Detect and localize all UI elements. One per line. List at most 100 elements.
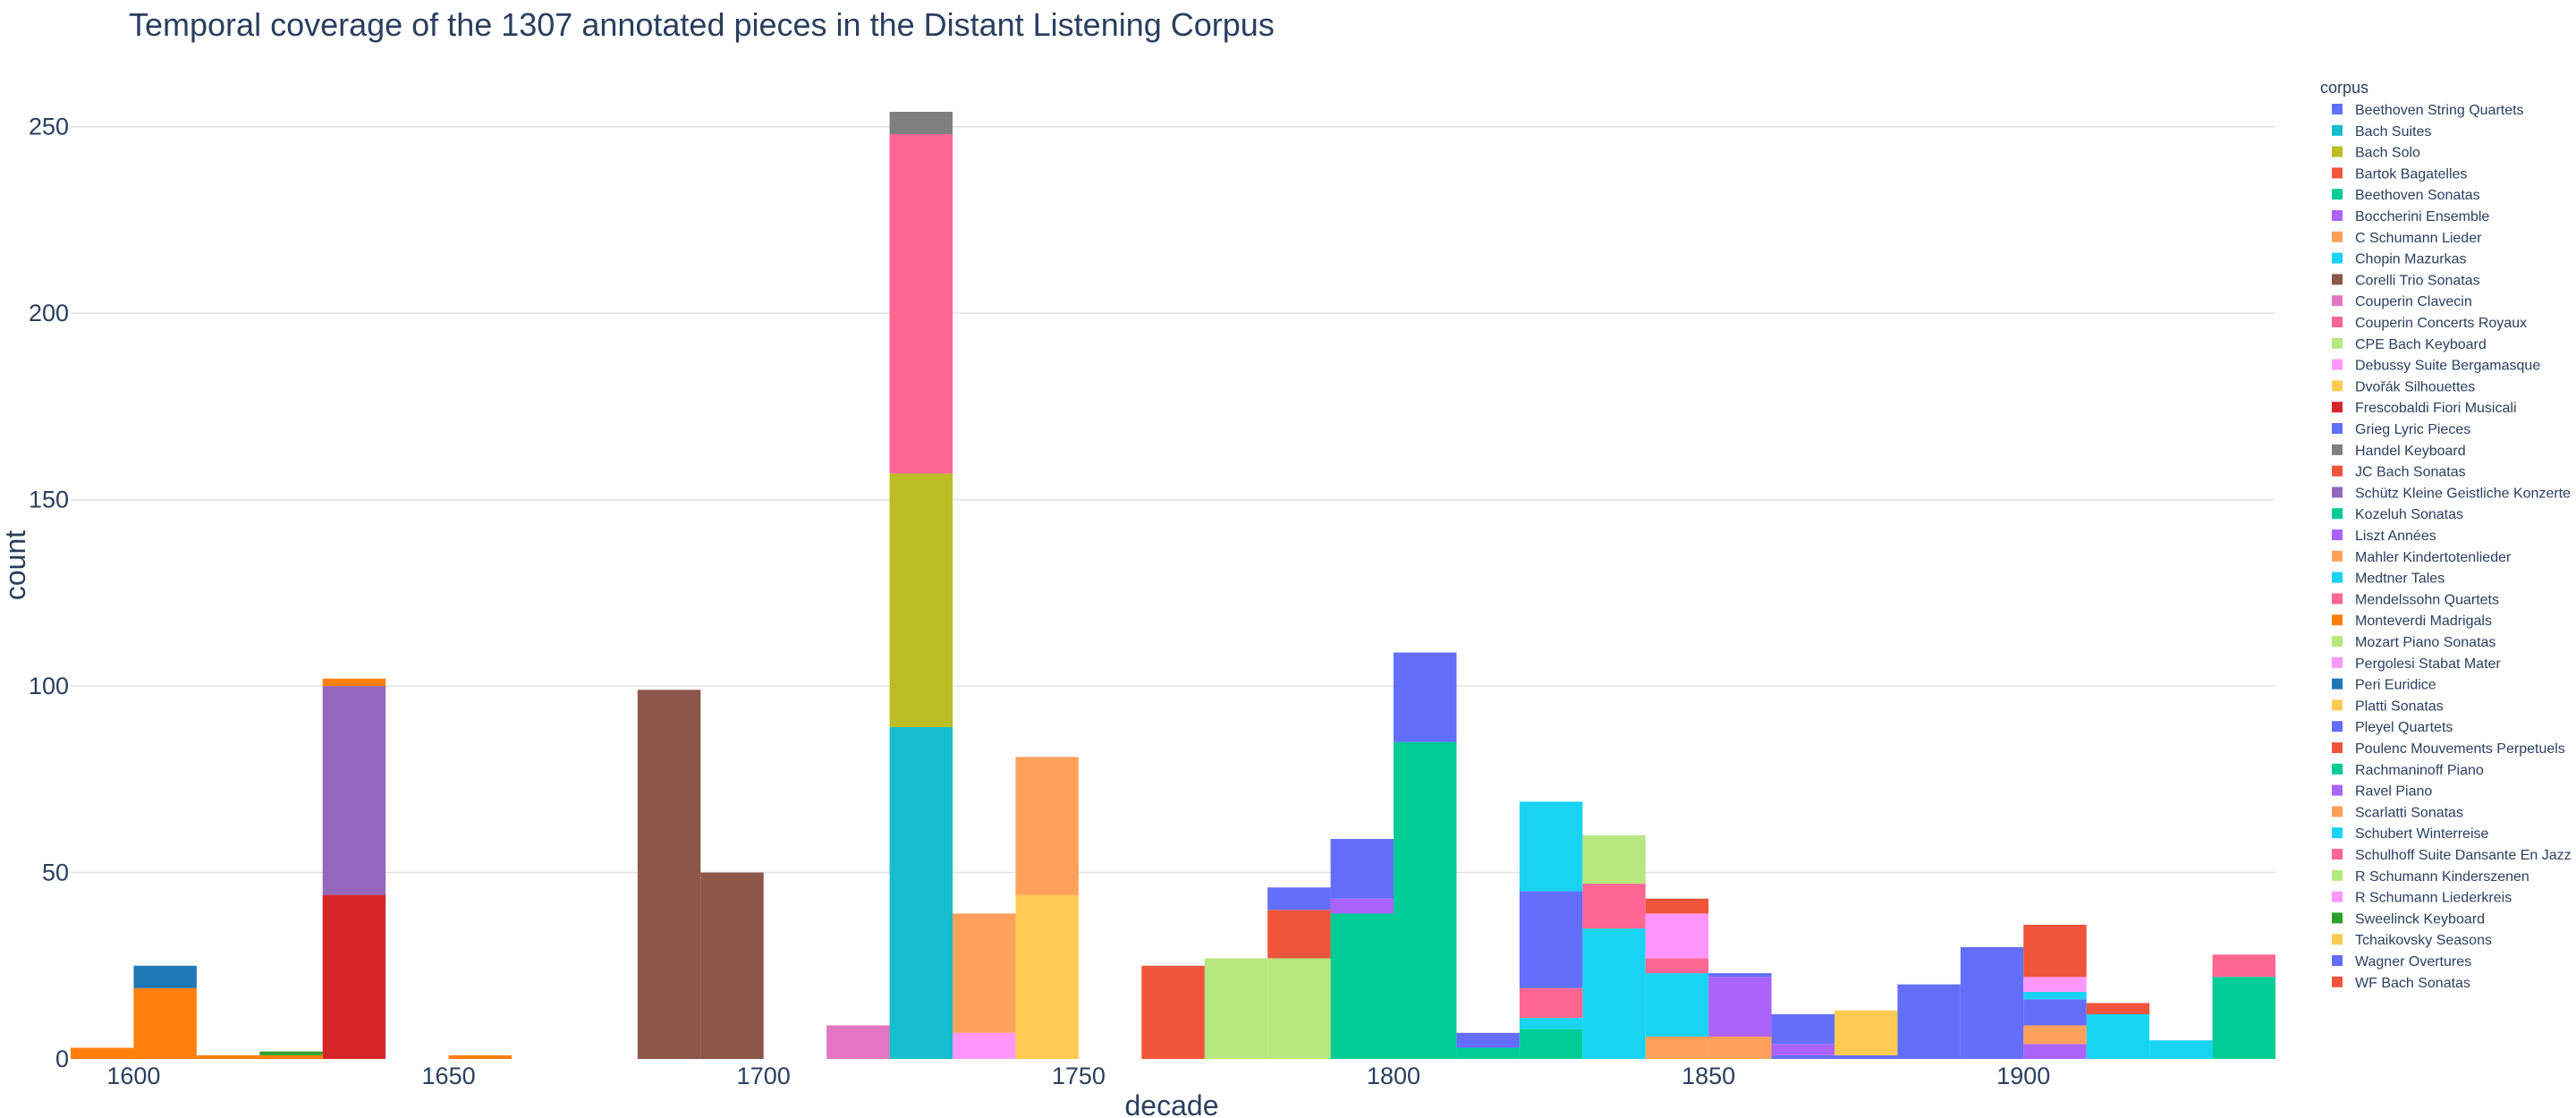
legend-item-grieg-lyric-pieces: Grieg Lyric Pieces (2355, 422, 2470, 437)
bar-tchaikovsky-seasons (1835, 1010, 1898, 1055)
legend-swatch (2332, 359, 2343, 370)
legend-swatch (2332, 891, 2343, 902)
x-tick-label: 1750 (1052, 1063, 1106, 1089)
x-tick-label: 1850 (1682, 1063, 1735, 1089)
bar-pleyel-quartets (1267, 887, 1331, 910)
bar-wf-bach-sonatas (1645, 898, 1709, 914)
legend-item-peri-euridice: Peri Euridice (2355, 678, 2436, 693)
legend-swatch (2332, 806, 2343, 817)
x-tick-label: 1900 (1996, 1063, 2050, 1089)
bar-beethoven-sonatas (1519, 1029, 1583, 1059)
legend-item-bartok-bagatelles: Bartok Bagatelles (2355, 166, 2467, 182)
legend-item-schulhoff-suite-dansante-en-jazz: Schulhoff Suite Dansante En Jazz (2355, 848, 2572, 863)
legend-item-handel-keyboard: Handel Keyboard (2355, 444, 2466, 459)
bar-monteverdi-madrigals (71, 1047, 134, 1059)
legend-swatch (2332, 423, 2343, 434)
bar-pleyel-quartets (1519, 891, 1583, 988)
legend-swatch (2332, 465, 2343, 477)
bar-bach-solo (889, 473, 953, 727)
legend-item-beethoven-sonatas: Beethoven Sonatas (2355, 188, 2480, 203)
legend-item-bach-suites: Bach Suites (2355, 124, 2431, 140)
legend-swatch (2332, 337, 2343, 349)
bar-pleyel-quartets (1771, 1013, 1835, 1045)
y-tick-label: 100 (29, 673, 69, 699)
bars (71, 112, 2275, 1059)
x-tick-label: 1600 (106, 1063, 160, 1089)
bar-monteverdi-madrigals (259, 1054, 323, 1059)
bar-chopin-mazurkas (1519, 1018, 1583, 1029)
bar-wf-bach-sonatas (2023, 924, 2087, 978)
legend-item-c-schumann-lieder: C Schumann Lieder (2355, 231, 2482, 246)
legend-swatch (2332, 210, 2343, 221)
y-tick-label: 50 (42, 860, 69, 886)
legend-item-wagner-overtures: Wagner Overtures (2355, 954, 2471, 970)
legend-swatch (2332, 231, 2343, 242)
bar-jc-bach-sonatas (1267, 910, 1331, 959)
legend-swatch (2332, 849, 2343, 860)
legend-item-rachmaninoff-piano: Rachmaninoff Piano (2355, 763, 2484, 778)
bar-monteverdi-madrigals (196, 1054, 260, 1059)
bar-monteverdi-madrigals (322, 678, 386, 687)
bar-kozeluh-sonatas (1456, 1047, 1520, 1059)
legend-item-corelli-trio-sonatas: Corelli Trio Sonatas (2355, 273, 2480, 288)
legend-item-wf-bach-sonatas: WF Bach Sonatas (2355, 976, 2470, 991)
legend-item-r-schumann-kinderszenen: R Schumann Kinderszenen (2355, 869, 2529, 885)
bar-scarlatti-sonatas (1015, 757, 1079, 895)
legend-swatch (2332, 380, 2343, 392)
bar-liszt-annees (1771, 1044, 1835, 1055)
bar-chopin-mazurkas (1645, 973, 1709, 1037)
bar-mozart-piano-sonatas (1582, 834, 1646, 885)
legend-title: corpus (2320, 79, 2368, 97)
chart-title: Temporal coverage of the 1307 annotated … (129, 6, 1275, 43)
bar-pleyel-quartets (1708, 973, 1772, 978)
bar-mendelssohn-quartets (1519, 987, 1583, 1019)
legend-swatch (2332, 742, 2343, 753)
bar-couperin-concerts-royaux (889, 134, 953, 474)
y-tick-label: 250 (29, 114, 69, 140)
bar-corelli-trio-sonatas (637, 690, 701, 1059)
bar-schubert-winterreise (2023, 991, 2087, 1000)
bar-schutz-kleine-geistliche-konzerte (322, 686, 386, 895)
bar-r-schumann-liederkreis (2023, 977, 2087, 992)
bar-pleyel-quartets (1960, 946, 2024, 1059)
legend-swatch (2332, 189, 2343, 200)
legend-swatch (2332, 124, 2343, 136)
legend-swatch (2332, 955, 2343, 966)
legend-swatch (2332, 508, 2343, 520)
legend-item-cpe-bach-keyboard: CPE Bach Keyboard (2355, 337, 2487, 352)
legend-item-r-schumann-liederkreis: R Schumann Liederkreis (2355, 891, 2512, 906)
legend-item-mozart-piano-sonatas: Mozart Piano Sonatas (2355, 635, 2496, 650)
legend-item-pleyel-quartets: Pleyel Quartets (2355, 720, 2453, 735)
legend-item-mahler-kindertotenlieder: Mahler Kindertotenlieder (2355, 550, 2512, 565)
bar-pleyel-quartets (1897, 984, 1961, 1059)
legend-swatch (2332, 402, 2343, 413)
legend-swatch (2332, 678, 2343, 690)
bar-cpe-bach-keyboard (1267, 958, 1331, 1059)
legend-item-platti-sonatas: Platti Sonatas (2355, 699, 2444, 714)
legend-swatch (2332, 487, 2343, 498)
bar-schulhoff-suite-dansante-en-jazz (2212, 954, 2275, 978)
bar-medtner-tales (2086, 1013, 2150, 1059)
bar-medtner-tales (2149, 1040, 2213, 1059)
x-axis-title: decade (1125, 1089, 1219, 1118)
legend-swatch (2332, 550, 2343, 562)
legend-item-medtner-tales: Medtner Tales (2355, 572, 2445, 587)
bar-frescobaldi-fiori-musicali (322, 894, 386, 1059)
legend-swatch (2332, 252, 2343, 264)
bar-handel-keyboard (889, 112, 953, 135)
legend-swatch (2332, 572, 2343, 583)
y-tick-label: 150 (29, 487, 69, 513)
legend-swatch (2332, 934, 2343, 945)
legend-swatch (2332, 869, 2343, 881)
bar-beethoven-sonatas (1330, 913, 1394, 1059)
bar-pleyel-quartets (1456, 1032, 1520, 1048)
bar-c-schumann-lieder (1708, 1036, 1772, 1059)
legend-swatch (2332, 784, 2343, 796)
legend-item-bach-solo: Bach Solo (2355, 146, 2420, 161)
bar-platti-sonatas (1015, 894, 1079, 1059)
legend-swatch (2332, 104, 2343, 114)
legend-swatch (2332, 763, 2343, 775)
legend-swatch (2332, 295, 2343, 307)
legend-swatch (2332, 593, 2343, 605)
legend-item-boccherini-ensemble: Boccherini Ensemble (2355, 209, 2489, 224)
